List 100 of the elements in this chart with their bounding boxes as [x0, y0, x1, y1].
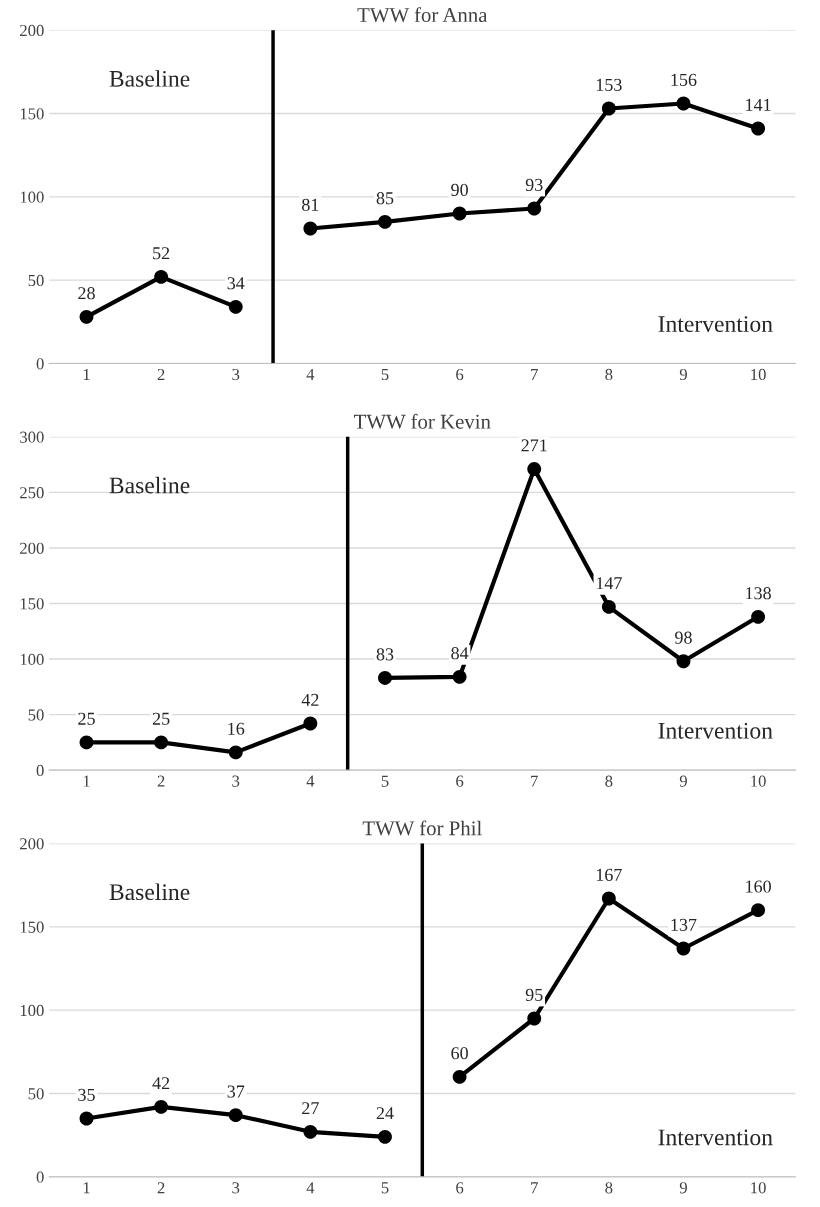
chart-title: TWW for Phil — [362, 820, 482, 836]
annotation: Intervention — [658, 1129, 773, 1146]
x-tick-label: 8 — [605, 775, 613, 787]
x-tick-label: 4 — [306, 368, 315, 380]
data-label: 160 — [746, 880, 771, 893]
chart-title: TWW for Kevin — [354, 413, 491, 429]
x-tick-label: 9 — [679, 775, 687, 787]
data-label: 83 — [376, 648, 394, 661]
point — [676, 654, 691, 669]
point — [676, 941, 691, 956]
point — [303, 1124, 318, 1139]
point — [79, 309, 94, 324]
x-tick-label: 5 — [381, 775, 389, 787]
point — [228, 1108, 243, 1123]
point — [751, 121, 766, 136]
data-label: 137 — [671, 918, 697, 931]
y-tick-label: 200 — [20, 24, 44, 37]
data-label: 35 — [78, 1088, 95, 1101]
data-label: 93 — [525, 178, 543, 191]
data-label: 138 — [746, 587, 771, 600]
y-tick-label: 0 — [36, 358, 44, 370]
y-tick-label: 0 — [36, 764, 44, 777]
y-tick-label: 150 — [20, 108, 44, 120]
point — [527, 1011, 542, 1026]
data-label: 153 — [596, 78, 622, 91]
point — [303, 221, 318, 236]
data-label: 42 — [152, 1077, 170, 1090]
x-tick-label: 1 — [83, 368, 90, 380]
annotation: Intervention — [658, 722, 773, 739]
x-tick-label: 8 — [605, 368, 613, 381]
y-tick-label: 100 — [20, 1004, 44, 1017]
point — [154, 735, 169, 750]
y-tick-label: 50 — [28, 1088, 44, 1100]
data-label: 16 — [228, 722, 245, 735]
point — [676, 96, 691, 111]
x-tick-label: 7 — [531, 775, 538, 787]
data-label: 25 — [152, 712, 170, 725]
point — [601, 599, 616, 614]
x-tick-label: 3 — [232, 775, 240, 787]
x-tick-label: 9 — [679, 1182, 687, 1194]
y-tick-label: 150 — [20, 598, 44, 610]
data-label: 27 — [302, 1102, 319, 1115]
x-tick-label: 1 — [83, 775, 90, 787]
x-tick-label: 7 — [531, 369, 538, 380]
y-tick-label: 200 — [20, 542, 44, 554]
point — [303, 716, 318, 731]
point — [378, 671, 392, 685]
data-label: 90 — [451, 183, 468, 196]
point — [228, 745, 243, 760]
point — [527, 201, 542, 216]
data-label: 24 — [376, 1107, 394, 1120]
data-label: 37 — [227, 1085, 245, 1098]
x-tick-label: 7 — [531, 1182, 538, 1194]
x-tick-label: 4 — [306, 1182, 315, 1194]
point — [527, 462, 542, 476]
point — [228, 299, 243, 314]
x-tick-label: 5 — [381, 369, 389, 381]
point — [378, 214, 392, 229]
x-tick-label: 5 — [381, 1182, 389, 1194]
point — [154, 269, 169, 284]
y-tick-label: 100 — [20, 191, 44, 203]
y-tick-label: 300 — [20, 431, 44, 443]
data-label: 147 — [596, 577, 622, 590]
point — [452, 206, 467, 221]
y-tick-label: 0 — [36, 1171, 44, 1183]
data-label: 60 — [451, 1047, 468, 1060]
annotation: Baseline — [109, 70, 190, 87]
point — [452, 669, 467, 684]
x-tick-label: 6 — [456, 1182, 464, 1194]
data-label: 98 — [675, 631, 692, 644]
data-label: 34 — [227, 277, 245, 290]
x-tick-label: 1 — [83, 1182, 90, 1194]
data-label: 156 — [671, 73, 697, 86]
x-tick-label: 4 — [306, 775, 315, 787]
x-tick-label: 2 — [157, 368, 165, 380]
annotation: Intervention — [658, 316, 773, 333]
point — [601, 891, 616, 906]
data-label: 84 — [451, 647, 469, 660]
y-tick-label: 50 — [28, 274, 44, 287]
point — [79, 735, 94, 750]
annotation: Baseline — [109, 883, 190, 901]
x-tick-label: 10 — [751, 368, 766, 381]
y-tick-label: 150 — [20, 921, 44, 933]
x-tick-label: 2 — [157, 775, 165, 787]
y-tick-label: 50 — [28, 709, 44, 721]
data-label: 81 — [302, 198, 319, 211]
x-tick-label: 10 — [751, 775, 766, 787]
data-label: 271 — [521, 439, 547, 452]
data-label: 42 — [301, 693, 319, 706]
data-label: 167 — [596, 868, 622, 881]
x-tick-label: 3 — [232, 1182, 240, 1194]
data-label: 95 — [525, 988, 543, 1001]
data-label: 141 — [746, 98, 771, 111]
chart-title: TWW for Anna — [357, 7, 488, 23]
point — [601, 101, 616, 116]
data-label: 25 — [78, 712, 95, 725]
data-label: 85 — [376, 192, 394, 205]
x-tick-label: 6 — [456, 775, 464, 787]
point — [154, 1099, 169, 1114]
point — [452, 1069, 467, 1084]
